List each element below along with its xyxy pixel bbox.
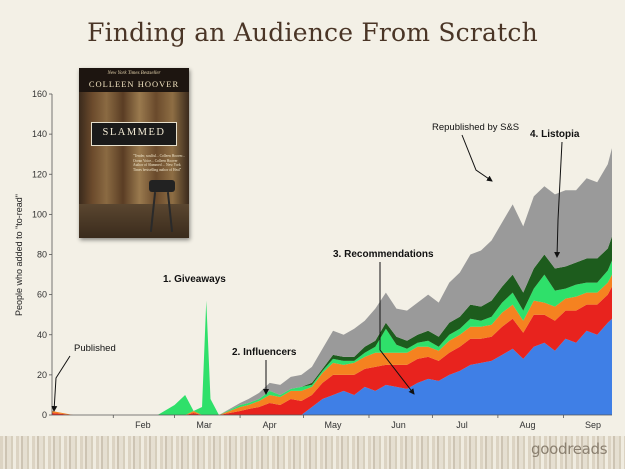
y-tick-label: 20: [37, 370, 47, 380]
y-tick-label: 80: [37, 250, 47, 260]
x-tick-label: Aug: [519, 420, 535, 430]
annotation-label: Republished by S&S: [432, 122, 519, 133]
page-title: Finding an Audience From Scratch: [87, 18, 538, 47]
book-title: SLAMMED: [102, 127, 166, 138]
x-tick-label: Apr: [263, 420, 277, 430]
area-series-5: [52, 148, 612, 415]
y-tick-label: 40: [37, 330, 47, 340]
annotation-arrow: [554, 141, 563, 258]
area-series-group: [52, 148, 612, 415]
annotation-label: Published: [74, 343, 116, 354]
x-tick-label: Jul: [456, 420, 468, 430]
stool-icon: [149, 180, 175, 192]
book-blurb: "Tender, soulful... Colleen Hoover... Oc…: [133, 154, 185, 172]
book-author: COLLEEN HOOVER: [88, 79, 180, 89]
y-tick-label: 0: [42, 410, 47, 420]
book-title-box: SLAMMED: [91, 122, 177, 146]
book-cover: New York Times Bestseller COLLEEN HOOVER…: [79, 68, 189, 238]
x-tick-label: Mar: [196, 420, 212, 430]
annotation-label: 2. Influencers: [232, 347, 297, 358]
y-tick-label: 160: [32, 89, 47, 99]
y-tick-label: 140: [32, 129, 47, 139]
annotation-label: 4. Listopia: [530, 129, 580, 140]
y-tick-label: 120: [32, 169, 47, 179]
x-tick-label: Feb: [135, 420, 151, 430]
annotation-label: 3. Recommendations: [333, 249, 434, 260]
x-tick-label: Sep: [585, 420, 601, 430]
y-tick-label: 100: [32, 209, 47, 219]
y-axis-label: People who added to "to-read": [14, 194, 24, 316]
annotation-arrow: [379, 262, 415, 395]
area-series-1: [52, 286, 612, 415]
book-stage-floor: [79, 204, 189, 238]
annotation-label: 1. Giveaways: [163, 274, 226, 285]
book-tagline: New York Times Bestseller: [107, 71, 161, 76]
annotation-arrow: [51, 355, 71, 412]
x-tick-label: Jun: [391, 420, 406, 430]
y-tick-label: 60: [37, 290, 47, 300]
bookshelf-decoration: [0, 436, 625, 469]
book-top-band: [79, 68, 189, 92]
x-tick-label: May: [325, 420, 343, 430]
annotation-arrow: [461, 134, 493, 182]
annotation-group: Published 1. Giveaways 2. Influencers 3. Re…: [51, 122, 580, 412]
goodreads-logo: goodreads: [531, 440, 608, 458]
area-series-0: [52, 318, 612, 415]
axes-group: 0 20 40 60 80 100 120 140 160 Feb Mar Apr May Jun Jul A…: [32, 89, 612, 430]
